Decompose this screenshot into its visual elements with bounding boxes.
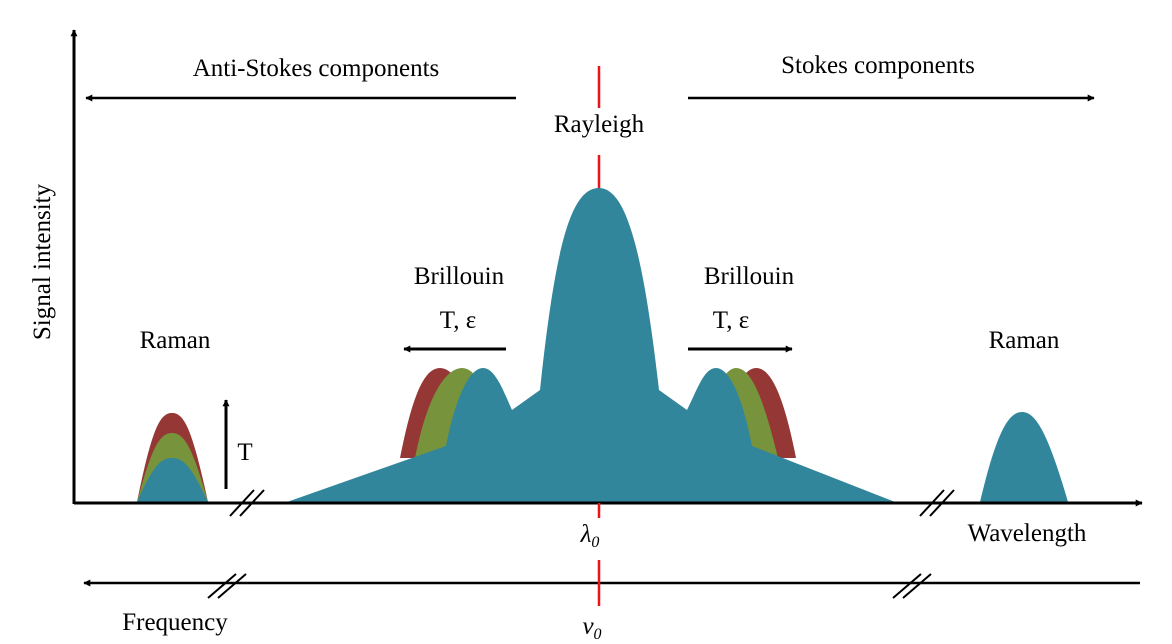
lambda0-label: λ0 — [580, 521, 600, 551]
raman-left-peak-teal — [137, 458, 208, 502]
brillouin-shift-label-left: T, ε — [440, 307, 476, 334]
brillouin-left-label: Brillouin — [414, 263, 505, 290]
raman-right-peak — [980, 412, 1068, 502]
rayleigh-peak — [287, 188, 895, 502]
axis-break-right — [919, 489, 955, 517]
nu0-label: ν0 — [582, 613, 601, 643]
frequency-break-left — [207, 573, 247, 599]
raman-right-label: Raman — [989, 327, 1060, 354]
raman-left-label: Raman — [140, 327, 211, 354]
anti-stokes-label: Anti-Stokes components — [193, 55, 440, 82]
wavelength-label: Wavelength — [968, 520, 1087, 547]
stokes-label: Stokes components — [781, 52, 975, 79]
y-axis-label: Signal intensity — [29, 183, 56, 340]
brillouin-shift-label-right: T, ε — [713, 307, 749, 334]
raman-temperature-label: T — [237, 439, 252, 466]
rayleigh-label: Rayleigh — [554, 111, 645, 138]
axis-break-left — [229, 489, 265, 517]
frequency-label: Frequency — [122, 609, 228, 636]
frequency-break-right — [892, 573, 932, 599]
brillouin-right-label: Brillouin — [704, 263, 795, 290]
